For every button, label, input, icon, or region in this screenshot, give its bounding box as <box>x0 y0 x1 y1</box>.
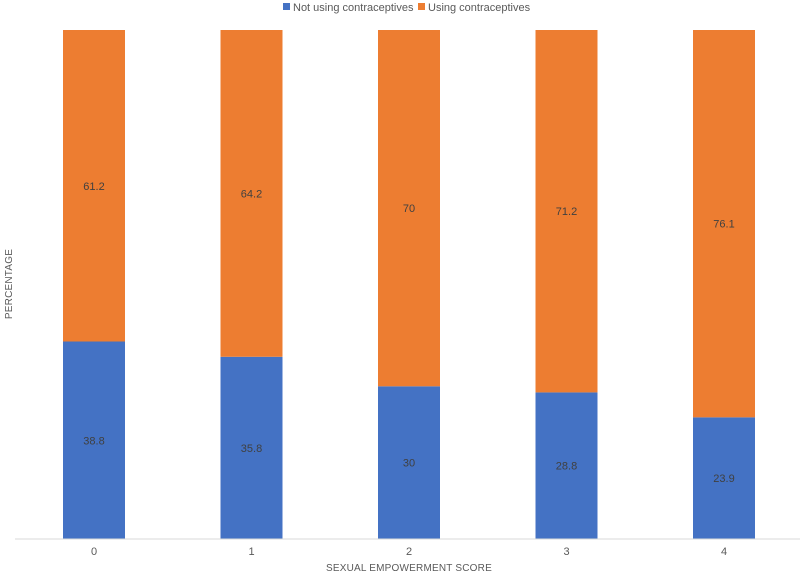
data-label-not-using-4: 23.9 <box>713 473 734 485</box>
x-tick-label-0: 0 <box>91 546 97 558</box>
x-tick-label-3: 3 <box>563 546 569 558</box>
bar-using-1 <box>220 30 283 357</box>
bar-not-using-3 <box>535 392 598 539</box>
bar-not-using-2 <box>378 386 440 539</box>
legend: Not using contraceptives Using contracept… <box>283 2 531 14</box>
data-label-not-using-1: 35.8 <box>241 443 262 455</box>
data-label-using-4: 76.1 <box>713 219 734 231</box>
data-label-not-using-2: 30 <box>403 458 415 470</box>
legend-label-not-using: Not using contraceptives <box>293 2 414 14</box>
data-label-not-using-3: 28.8 <box>556 461 577 473</box>
data-label-using-2: 70 <box>403 203 415 215</box>
x-tick-label-1: 1 <box>248 546 254 558</box>
x-tick-labels: 0 1 2 3 4 <box>91 546 727 558</box>
x-axis-title: SEXUAL EMPOWERMENT SCORE <box>326 563 492 574</box>
legend-swatch-using <box>418 3 425 10</box>
data-label-using-0: 61.2 <box>83 181 104 193</box>
data-label-using-1: 64.2 <box>241 188 262 200</box>
data-label-not-using-0: 38.8 <box>83 435 104 447</box>
bar-not-using-0 <box>63 341 125 539</box>
bars <box>63 30 755 539</box>
data-labels: 38.8 61.2 35.8 64.2 30 70 28.8 71.2 23.9 76.1 <box>83 181 734 485</box>
bar-using-4 <box>693 30 755 418</box>
bar-not-using-1 <box>220 356 283 539</box>
legend-swatch-not-using <box>283 3 290 10</box>
x-tick-label-4: 4 <box>721 546 727 558</box>
x-tick-label-2: 2 <box>406 546 412 558</box>
y-axis-title: PERCENTAGE <box>4 249 15 319</box>
bar-using-2 <box>378 30 440 387</box>
bar-not-using-4 <box>693 417 755 539</box>
legend-label-using: Using contraceptives <box>428 2 531 14</box>
bar-using-3 <box>535 30 598 393</box>
bar-using-0 <box>63 30 125 342</box>
data-label-using-3: 71.2 <box>556 206 577 218</box>
